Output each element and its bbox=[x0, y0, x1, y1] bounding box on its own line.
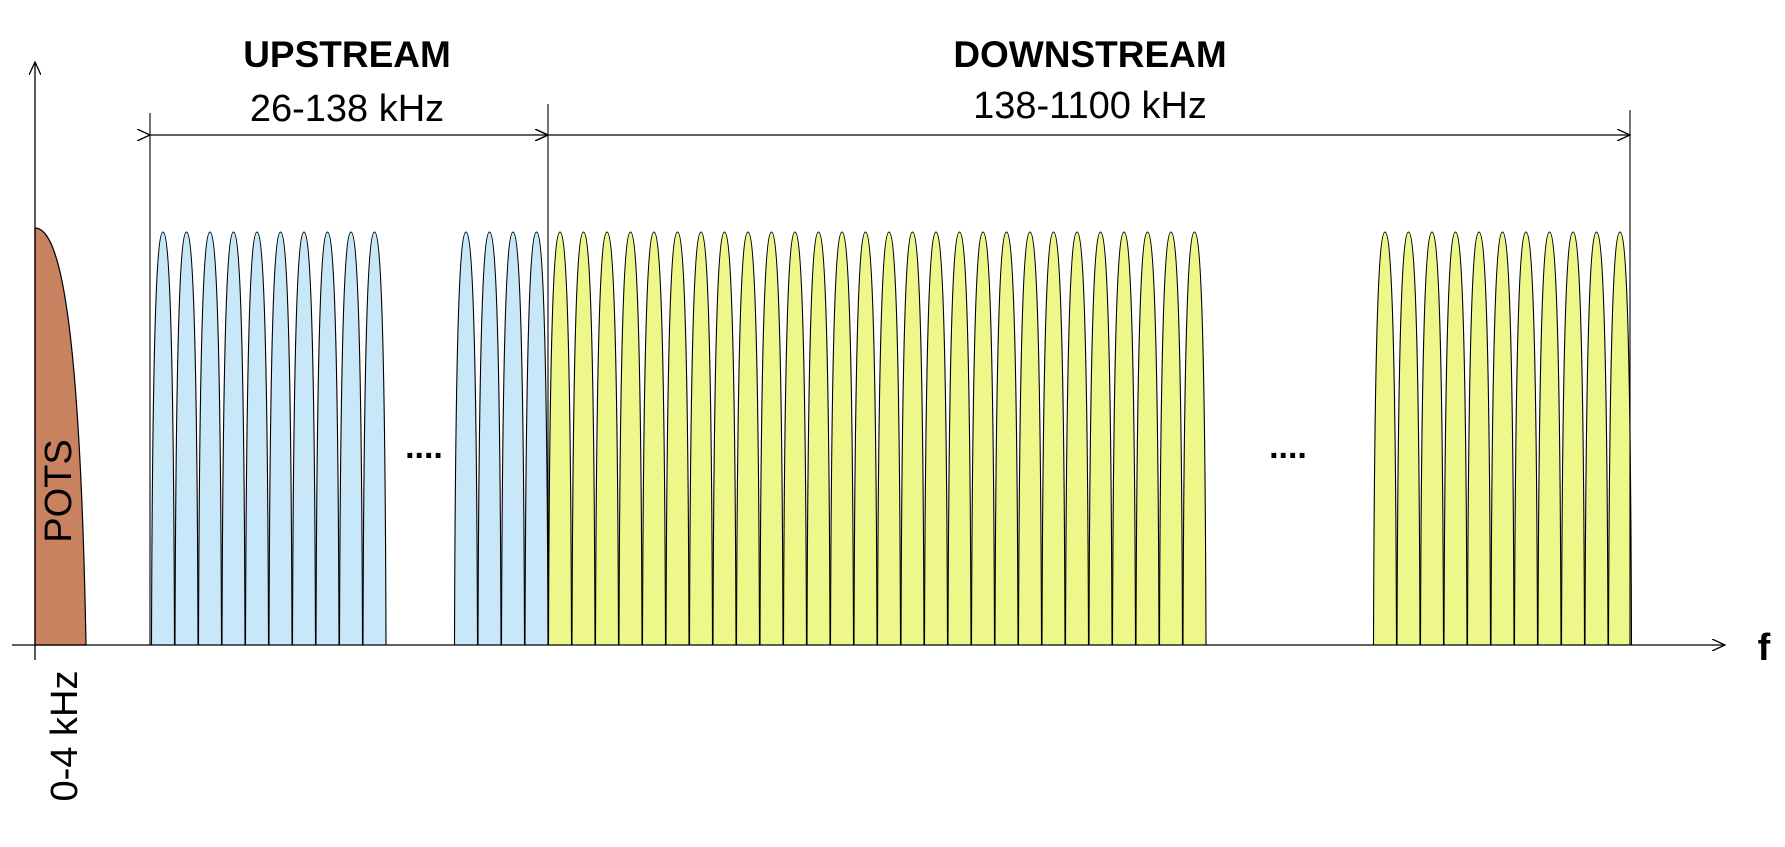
downstream-title: DOWNSTREAM bbox=[953, 34, 1226, 75]
downstream-tone bbox=[1466, 231, 1492, 646]
downstream-tone bbox=[947, 231, 972, 646]
downstream-tone bbox=[759, 231, 784, 646]
upstream-tone bbox=[197, 231, 223, 646]
upstream-tone bbox=[268, 231, 293, 646]
downstream-tone bbox=[1372, 231, 1398, 646]
downstream-tone bbox=[712, 231, 737, 646]
downstream-tone bbox=[665, 231, 690, 646]
downstream-tone bbox=[571, 231, 596, 646]
downstream-tone bbox=[900, 231, 925, 646]
downstream-tone bbox=[1584, 231, 1609, 646]
upstream-tone bbox=[338, 231, 364, 646]
downstream-tone bbox=[1607, 231, 1633, 646]
downstream-tone bbox=[1182, 231, 1207, 646]
downstream-tone bbox=[853, 231, 878, 646]
downstream-tone bbox=[923, 231, 949, 646]
upstream-tone bbox=[291, 231, 317, 646]
downstream-tone bbox=[641, 231, 667, 646]
upstream-tone bbox=[500, 231, 526, 646]
downstream-tone bbox=[594, 231, 620, 646]
pots-range-label: 0-4 kHz bbox=[44, 671, 86, 802]
downstream-tone bbox=[1537, 231, 1562, 646]
upstream-range-label: 26-138 kHz bbox=[250, 88, 444, 130]
upstream-title: UPSTREAM bbox=[243, 34, 451, 75]
upstream-tone bbox=[524, 231, 549, 646]
downstream-tone bbox=[1041, 231, 1066, 646]
downstream-tone bbox=[782, 231, 808, 646]
downstream-tone bbox=[994, 231, 1019, 646]
pots-band bbox=[34, 227, 87, 646]
upstream-tone bbox=[174, 231, 199, 646]
pots-label: POTS bbox=[38, 439, 80, 542]
upstream-tone bbox=[453, 231, 479, 646]
downstream-ellipsis: .... bbox=[1269, 428, 1307, 466]
upstream-ellipsis: .... bbox=[405, 428, 443, 466]
upstream-tone bbox=[244, 231, 270, 646]
downstream-tone bbox=[1513, 231, 1539, 646]
downstream-tone bbox=[547, 231, 573, 646]
downstream-tone bbox=[1088, 231, 1113, 646]
upstream-tone bbox=[315, 231, 340, 646]
axis-f-label: f bbox=[1758, 627, 1771, 669]
upstream-tones bbox=[150, 231, 549, 646]
upstream-tone bbox=[362, 231, 387, 646]
downstream-tone bbox=[1158, 231, 1184, 646]
downstream-tone bbox=[735, 231, 761, 646]
downstream-tone bbox=[1064, 231, 1090, 646]
downstream-tone bbox=[1396, 231, 1421, 646]
downstream-tone bbox=[1017, 231, 1043, 646]
downstream-tone bbox=[806, 231, 831, 646]
downstream-range-label: 138-1100 kHz bbox=[973, 85, 1207, 127]
downstream-tones bbox=[547, 231, 1633, 646]
downstream-tone bbox=[1560, 231, 1586, 646]
upstream-tone bbox=[477, 231, 502, 646]
upstream-tone bbox=[150, 231, 176, 646]
downstream-tone bbox=[1443, 231, 1468, 646]
downstream-tone bbox=[1419, 231, 1445, 646]
downstream-tone bbox=[970, 231, 996, 646]
downstream-tone bbox=[1135, 231, 1160, 646]
downstream-tone bbox=[1111, 231, 1137, 646]
downstream-tone bbox=[1490, 231, 1515, 646]
downstream-tone bbox=[688, 231, 714, 646]
upstream-tone bbox=[221, 231, 246, 646]
downstream-tone bbox=[618, 231, 643, 646]
downstream-tone bbox=[829, 231, 855, 646]
downstream-tone bbox=[876, 231, 902, 646]
